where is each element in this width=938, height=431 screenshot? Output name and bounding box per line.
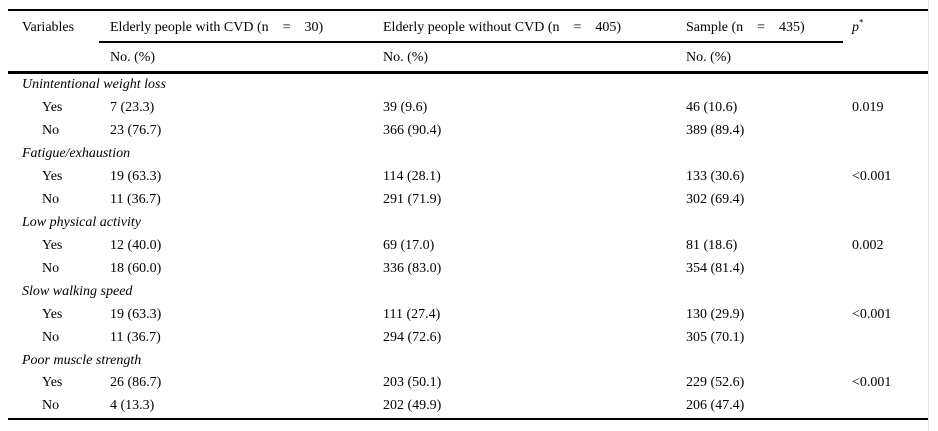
row-label: No [42,260,60,276]
row-label: No [42,192,60,208]
section-title: Low physical activity [22,214,141,230]
col-header-p: p* [846,17,928,35]
sample-value: 46 (10.6) [686,100,738,116]
sample-value: 354 (81.4) [686,260,745,276]
table-row: No 4 (13.3) 202 (49.9) 206 (47.4) [8,395,928,418]
col-header-without-cvd: Elderly people without CVD (n = 405) [383,19,622,35]
table-row: No 18 (60.0) 336 (83.0) 354 (81.4) [8,257,928,280]
col-header-sample: Sample (n = 435) [686,19,805,35]
row-label: No [42,398,60,414]
without-cvd-value: 39 (9.6) [383,100,428,116]
table-row: No 23 (76.7) 366 (90.4) 389 (89.4) [8,120,928,143]
sample-value: 389 (89.4) [686,123,745,139]
without-cvd-value: 291 (71.9) [383,192,442,208]
table-header-row-groups: Variables Elderly people with CVD (n = 3… [8,11,928,44]
table-header-row-subheaders: No. (%) No. (%) No. (%) [8,44,928,71]
with-cvd-value: 19 (63.3) [110,306,162,322]
p-value: 0.002 [852,237,884,253]
without-cvd-value: 203 (50.1) [383,375,442,391]
sample-value: 133 (30.6) [686,169,745,185]
row-label: Yes [42,100,63,116]
page-edge-line [928,0,929,431]
with-cvd-value: 12 (40.0) [110,237,162,253]
table-row: No 11 (36.7) 294 (72.6) 305 (70.1) [8,326,928,349]
without-cvd-value: 366 (90.4) [383,123,442,139]
subheader-without-cvd: No. (%) [383,49,429,65]
group-header-underline [99,41,843,43]
p-superscript-asterisk: * [859,16,864,27]
without-cvd-value: 202 (49.9) [383,398,442,414]
with-cvd-value: 26 (86.7) [110,375,162,391]
with-cvd-value: 11 (36.7) [110,192,161,208]
subheader-sample: No. (%) [686,49,732,65]
p-label: p [852,19,859,35]
without-cvd-value: 336 (83.0) [383,260,442,276]
section-title-row: Slow walking speed [8,280,928,303]
sample-value: 206 (47.4) [686,398,745,414]
without-cvd-value: 294 (72.6) [383,329,442,345]
p-value: <0.001 [852,306,892,322]
section-title-row: Fatigue/exhaustion [8,143,928,166]
without-cvd-value: 69 (17.0) [383,237,435,253]
with-cvd-value: 4 (13.3) [110,398,155,414]
section-title-row: Unintentional weight loss [8,74,928,97]
table-row: Yes 19 (63.3) 114 (28.1) 133 (30.6) <0.0… [8,166,928,189]
table-row: No 11 (36.7) 291 (71.9) 302 (69.4) [8,189,928,212]
row-label: Yes [42,237,63,253]
without-cvd-value: 111 (27.4) [383,306,441,322]
sample-value: 81 (18.6) [686,237,738,253]
sample-value: 302 (69.4) [686,192,745,208]
with-cvd-value: 11 (36.7) [110,329,161,345]
subheader-with-cvd: No. (%) [110,49,156,65]
col-header-variables: Variables [22,19,75,35]
header-body-divider [8,71,928,74]
section-title: Unintentional weight loss [22,77,166,93]
sample-value: 130 (29.9) [686,306,745,322]
table-row: Yes 19 (63.3) 111 (27.4) 130 (29.9) <0.0… [8,303,928,326]
section-title-row: Low physical activity [8,212,928,235]
row-label: No [42,123,60,139]
col-header-with-cvd: Elderly people with CVD (n = 30) [110,19,324,35]
section-title: Poor muscle strength [22,352,142,368]
with-cvd-value: 18 (60.0) [110,260,162,276]
with-cvd-value: 19 (63.3) [110,169,162,185]
table-row: Yes 12 (40.0) 69 (17.0) 81 (18.6) 0.002 [8,234,928,257]
table-row: Yes 26 (86.7) 203 (50.1) 229 (52.6) <0.0… [8,372,928,395]
section-title-row: Poor muscle strength [8,349,928,372]
sample-value: 305 (70.1) [686,329,745,345]
with-cvd-value: 7 (23.3) [110,100,155,116]
section-title: Fatigue/exhaustion [22,146,131,162]
row-label: No [42,329,60,345]
frailty-table: Variables Elderly people with CVD (n = 3… [8,9,928,420]
row-label: Yes [42,306,63,322]
p-value: <0.001 [852,375,892,391]
section-title: Slow walking speed [22,283,133,299]
row-label: Yes [42,375,63,391]
without-cvd-value: 114 (28.1) [383,169,441,185]
table-row: Yes 7 (23.3) 39 (9.6) 46 (10.6) 0.019 [8,97,928,120]
row-label: Yes [42,169,63,185]
p-value: 0.019 [852,100,884,116]
p-value: <0.001 [852,169,892,185]
with-cvd-value: 23 (76.7) [110,123,162,139]
sample-value: 229 (52.6) [686,375,745,391]
